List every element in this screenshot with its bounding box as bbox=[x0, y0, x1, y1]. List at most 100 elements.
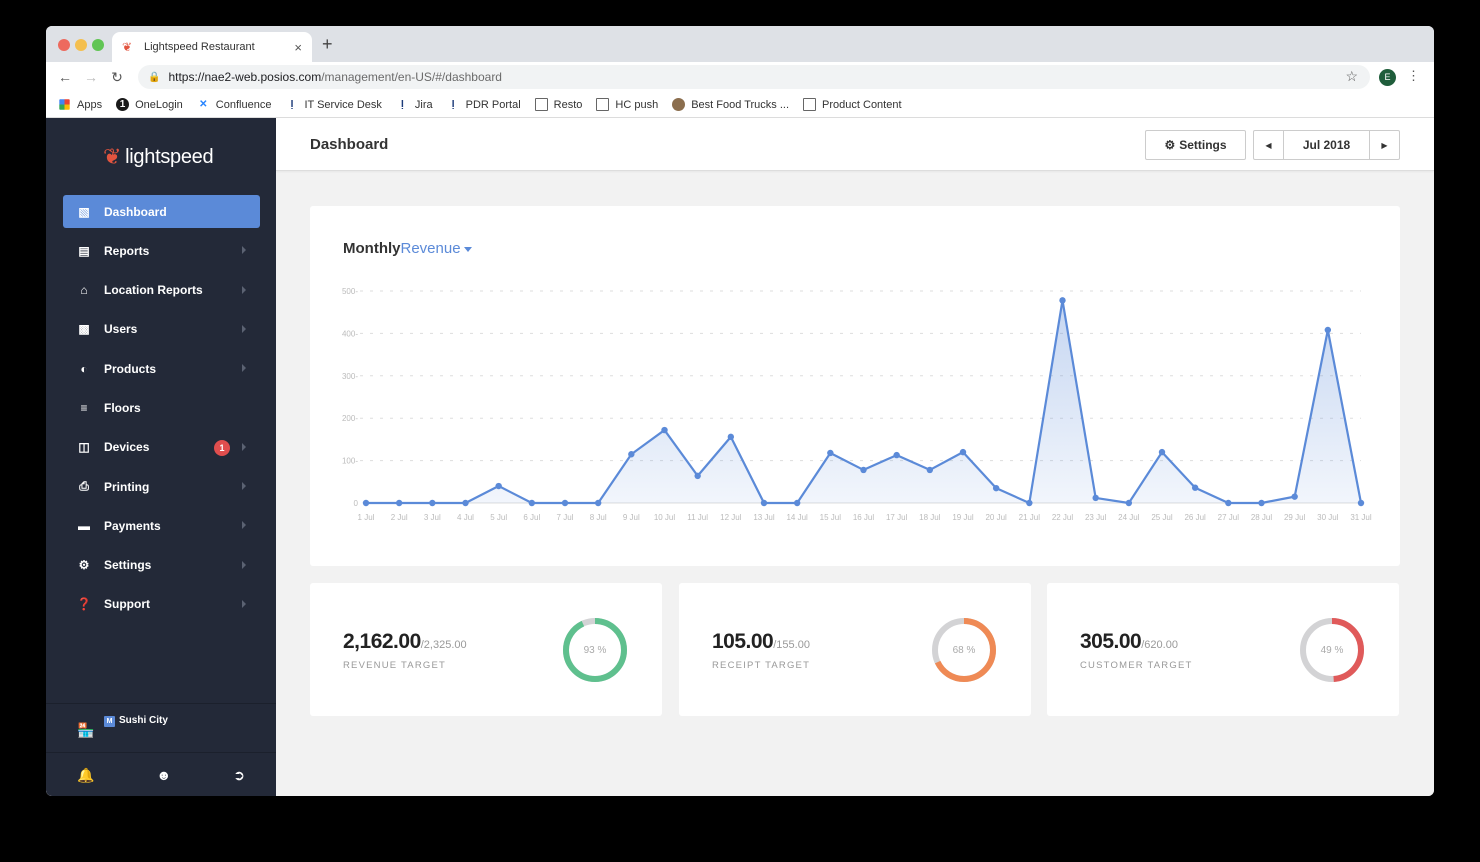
bookmark-star-icon[interactable]: ☆ bbox=[1345, 68, 1358, 84]
new-tab-button[interactable]: + bbox=[322, 34, 333, 54]
credit-card-icon: ▬ bbox=[78, 518, 90, 533]
bookmark-product-content[interactable]: Product Content bbox=[803, 98, 902, 111]
page-header: Dashboard ⚙ Settings ◀ Jul 2018 ▶ bbox=[276, 118, 1434, 171]
bookmark-best-food-trucks[interactable]: Best Food Trucks ... bbox=[672, 98, 789, 111]
bookmark-resto[interactable]: Resto bbox=[534, 98, 582, 111]
folder-icon bbox=[803, 98, 817, 111]
maximize-window-button[interactable] bbox=[92, 39, 104, 51]
tab-strip: ❦ Lightspeed Restaurant × + bbox=[46, 26, 1434, 62]
tab-close-icon[interactable]: × bbox=[294, 39, 302, 55]
sidebar-item-label: Reports bbox=[104, 243, 150, 258]
jira-icon: Ị bbox=[451, 99, 455, 110]
buildings-icon: ⌂ bbox=[80, 283, 88, 298]
svg-text:27 Jul: 27 Jul bbox=[1218, 513, 1240, 522]
browser-tab[interactable]: ❦ Lightspeed Restaurant × bbox=[112, 32, 312, 62]
tab-title: Lightspeed Restaurant bbox=[144, 41, 255, 53]
bookmark-label: OneLogin bbox=[135, 98, 183, 111]
page-title: Dashboard bbox=[310, 136, 389, 153]
back-arrow-icon[interactable]: ← bbox=[58, 69, 72, 85]
sidebar-item-location-reports[interactable]: ⌂ Location Reports bbox=[63, 274, 260, 307]
svg-text:5 Jul: 5 Jul bbox=[490, 513, 507, 522]
settings-button[interactable]: ⚙ Settings bbox=[1145, 130, 1246, 160]
caret-down-icon[interactable] bbox=[463, 246, 472, 252]
sidebar-item-label: Devices bbox=[104, 440, 150, 455]
close-window-button[interactable] bbox=[58, 39, 70, 51]
svg-text:11 Jul: 11 Jul bbox=[687, 513, 708, 522]
app-container: ❦ lightspeed ▧ Dashboard ▤ Reports ⌂ Loc… bbox=[46, 118, 1434, 796]
address-bar[interactable]: 🔒 https://nae2-web.posios.com/management… bbox=[138, 65, 1370, 89]
flame-logo-icon: ❦ bbox=[103, 144, 122, 169]
bookmark-confluence[interactable]: ✕ Confluence bbox=[197, 98, 271, 111]
store-switcher[interactable]: 🏪 M Sushi City bbox=[46, 703, 276, 753]
metric-dropdown[interactable]: Revenue bbox=[400, 240, 461, 257]
document-icon bbox=[596, 98, 610, 111]
sidebar-item-floors[interactable]: ≡ Floors bbox=[63, 391, 260, 424]
forward-arrow-icon[interactable]: → bbox=[84, 69, 98, 85]
minimize-window-button[interactable] bbox=[75, 39, 87, 51]
lock-icon: 🔒 bbox=[148, 71, 161, 83]
svg-text:0: 0 bbox=[354, 499, 359, 508]
svg-text:28 Jul: 28 Jul bbox=[1251, 513, 1273, 522]
svg-text:29 Jul: 29 Jul bbox=[1284, 513, 1306, 522]
svg-text:16 Jul: 16 Jul bbox=[853, 513, 875, 522]
folder-icon bbox=[534, 98, 548, 111]
user-profile-icon[interactable]: ☻ bbox=[156, 767, 172, 783]
svg-text:3 Jul: 3 Jul bbox=[424, 513, 441, 522]
sidebar-item-devices[interactable]: ◫ Devices 1 bbox=[63, 431, 260, 464]
sidebar-item-printing[interactable]: ⎙ Printing bbox=[63, 470, 260, 503]
reload-icon[interactable]: ↻ bbox=[111, 68, 123, 85]
sidebar-item-products[interactable]: ◐ Products bbox=[63, 352, 260, 385]
sidebar-item-support[interactable]: ❓ Support bbox=[63, 588, 260, 621]
chevron-right-icon bbox=[242, 482, 246, 491]
svg-text:10 Jul: 10 Jul bbox=[654, 513, 676, 522]
sidebar-item-payments[interactable]: ▬ Payments bbox=[63, 509, 260, 542]
bookmark-onelogin[interactable]: 1 OneLogin bbox=[116, 98, 183, 111]
chevron-right-icon bbox=[242, 246, 246, 255]
bar-chart-icon: ▧ bbox=[78, 204, 90, 219]
bookmark-it-service-desk[interactable]: Ị IT Service Desk bbox=[285, 98, 382, 111]
sidebar-item-settings[interactable]: ⚙ Settings bbox=[63, 549, 260, 582]
sidebar-item-reports[interactable]: ▤ Reports bbox=[63, 234, 260, 267]
sidebar-nav: ▧ Dashboard ▤ Reports ⌂ Location Reports… bbox=[63, 195, 260, 627]
kpi-percent: 49 % bbox=[1320, 644, 1344, 656]
svg-text:23 Jul: 23 Jul bbox=[1085, 513, 1107, 522]
kpi-label: CUSTOMER TARGET bbox=[1080, 660, 1193, 671]
svg-text:30 Jul: 30 Jul bbox=[1317, 513, 1339, 522]
bookmark-apps[interactable]: Apps bbox=[58, 98, 102, 111]
logout-icon[interactable]: ➲ bbox=[233, 766, 245, 783]
bookmark-label: Apps bbox=[77, 98, 103, 111]
gear-icon: ⚙ bbox=[78, 558, 90, 573]
current-month[interactable]: Jul 2018 bbox=[1302, 138, 1351, 152]
sidebar-item-label: Dashboard bbox=[104, 204, 167, 219]
kpi-value: 2,162.00/2,325.00 bbox=[343, 630, 467, 654]
next-month-button[interactable]: ▶ bbox=[1369, 131, 1399, 159]
svg-text:9 Jul: 9 Jul bbox=[623, 513, 640, 522]
bookmark-hc-push[interactable]: HC push bbox=[596, 98, 658, 111]
sidebar-item-users[interactable]: ▩ Users bbox=[63, 313, 260, 346]
url-host: https://nae2-web.posios.com bbox=[168, 70, 322, 84]
bookmark-label: Jira bbox=[414, 98, 433, 111]
svg-text:500-: 500- bbox=[342, 287, 358, 296]
browser-menu-icon[interactable]: ⋮ bbox=[1407, 68, 1420, 83]
chevron-right-icon bbox=[242, 285, 246, 294]
svg-text:2 Jul: 2 Jul bbox=[391, 513, 408, 522]
month-picker: ◀ Jul 2018 ▶ bbox=[1253, 130, 1400, 160]
profile-avatar[interactable]: E bbox=[1379, 69, 1396, 86]
onelogin-icon: 1 bbox=[116, 98, 130, 111]
bookmark-jira[interactable]: Ị Jira bbox=[396, 98, 433, 111]
food-truck-icon bbox=[672, 98, 686, 111]
bookmark-pdr-portal[interactable]: Ị PDR Portal bbox=[447, 98, 521, 111]
previous-month-button[interactable]: ◀ bbox=[1254, 131, 1284, 159]
lightspeed-logo[interactable]: ❦ lightspeed bbox=[103, 144, 214, 170]
bell-icon[interactable]: 🔔 bbox=[77, 766, 95, 783]
revenue-target-card: 2,162.00/2,325.00 REVENUE TARGET 93 % bbox=[310, 583, 662, 716]
chevron-right-icon bbox=[242, 442, 246, 451]
svg-text:300-: 300- bbox=[342, 372, 358, 381]
sidebar-item-dashboard[interactable]: ▧ Dashboard bbox=[63, 195, 260, 228]
kpi-label: REVENUE TARGET bbox=[343, 660, 447, 671]
svg-text:200-: 200- bbox=[342, 414, 358, 423]
browser-toolbar: ← → ↻ 🔒 https://nae2-web.posios.com/mana… bbox=[46, 62, 1434, 92]
store-badge: M bbox=[104, 716, 115, 727]
svg-text:25 Jul: 25 Jul bbox=[1151, 513, 1173, 522]
store-icon: 🏪 bbox=[77, 722, 95, 738]
